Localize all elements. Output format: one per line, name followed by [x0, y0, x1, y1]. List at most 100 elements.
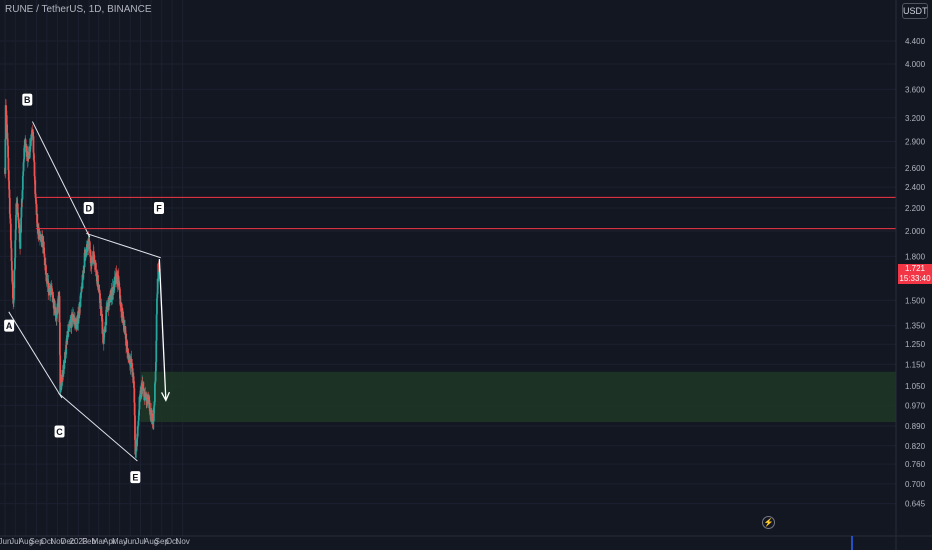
candle[interactable] — [131, 358, 134, 372]
candle[interactable] — [150, 403, 153, 415]
candle[interactable] — [141, 376, 144, 390]
candle[interactable] — [136, 436, 139, 443]
candle-body — [11, 281, 14, 285]
candle[interactable] — [62, 359, 65, 381]
candle[interactable] — [58, 315, 61, 357]
candle[interactable] — [24, 137, 27, 153]
wave-label-c[interactable]: C — [54, 425, 65, 438]
candle[interactable] — [141, 384, 144, 397]
candle[interactable] — [100, 301, 102, 307]
wave-label-d[interactable]: D — [83, 202, 94, 215]
currency-button[interactable]: USDT — [902, 3, 928, 19]
candle-body — [56, 309, 59, 315]
candle[interactable] — [50, 284, 53, 290]
candle-body — [83, 252, 86, 268]
candle[interactable] — [27, 144, 29, 167]
candle[interactable] — [25, 143, 28, 162]
candle[interactable] — [97, 271, 99, 291]
projection-arrow[interactable] — [158, 259, 167, 401]
candle[interactable] — [118, 277, 121, 289]
lightning-icon[interactable]: ⚡ — [762, 516, 775, 529]
candle[interactable] — [129, 353, 132, 376]
candle[interactable] — [52, 291, 55, 316]
candle[interactable] — [155, 314, 158, 347]
candle[interactable] — [17, 206, 19, 219]
candle[interactable] — [28, 154, 31, 159]
candle[interactable] — [21, 187, 24, 203]
candle[interactable] — [82, 265, 85, 280]
candle-body — [44, 264, 47, 266]
candles[interactable] — [4, 98, 161, 459]
candle-body — [27, 152, 29, 161]
candle-body — [11, 270, 14, 282]
candle[interactable] — [133, 385, 136, 406]
candle[interactable] — [14, 228, 17, 248]
candle[interactable] — [54, 307, 57, 322]
candle[interactable] — [82, 271, 85, 279]
wave-label-f[interactable]: F — [154, 202, 165, 215]
candle[interactable] — [99, 289, 101, 306]
candle[interactable] — [73, 317, 75, 327]
candle[interactable] — [43, 255, 46, 271]
candle[interactable] — [63, 362, 66, 374]
candle[interactable] — [85, 240, 88, 255]
x-tick-label: Feb — [82, 537, 96, 546]
wave-label-e[interactable]: E — [130, 471, 141, 484]
candle[interactable] — [133, 378, 135, 389]
candle[interactable] — [124, 319, 126, 327]
candle[interactable] — [32, 136, 35, 153]
candle[interactable] — [98, 284, 101, 295]
candle[interactable] — [18, 219, 21, 236]
candle[interactable] — [138, 395, 141, 412]
trendline[interactable] — [8, 311, 63, 399]
candle[interactable] — [45, 266, 48, 285]
candle[interactable] — [49, 283, 52, 302]
candle[interactable] — [151, 410, 154, 429]
candle[interactable] — [101, 314, 104, 334]
candle[interactable] — [54, 300, 57, 321]
drawing-lines[interactable] — [8, 121, 896, 462]
candle[interactable] — [43, 246, 46, 254]
candle[interactable] — [126, 341, 129, 353]
candle[interactable] — [67, 321, 70, 337]
candle[interactable] — [13, 269, 16, 296]
candle-body — [97, 287, 100, 291]
candle[interactable] — [144, 387, 147, 397]
candle[interactable] — [59, 351, 62, 396]
wave-label-b[interactable]: B — [22, 93, 33, 106]
trendline[interactable] — [58, 392, 138, 462]
trendline[interactable] — [86, 232, 161, 259]
candle-body — [39, 234, 42, 237]
candle[interactable] — [27, 147, 30, 163]
candle-body — [20, 198, 23, 208]
candle[interactable] — [137, 425, 139, 431]
candle[interactable] — [13, 284, 15, 308]
candle[interactable] — [48, 285, 51, 290]
candle[interactable] — [89, 252, 92, 271]
candle[interactable] — [69, 315, 72, 332]
y-tick-label: 1.500 — [905, 296, 926, 305]
wave-label-a[interactable]: A — [4, 319, 15, 332]
candle[interactable] — [16, 196, 19, 217]
candle[interactable] — [61, 370, 63, 389]
trendline[interactable] — [31, 121, 91, 238]
candle-body — [36, 213, 39, 227]
candle-body — [158, 267, 160, 270]
candle[interactable] — [157, 260, 160, 272]
candle[interactable] — [80, 282, 83, 298]
candle[interactable] — [39, 231, 42, 243]
candle[interactable] — [14, 238, 17, 262]
candle-body — [48, 287, 51, 290]
wave-labels[interactable]: A B C D E F — [4, 93, 165, 484]
candle-body — [81, 274, 84, 289]
candle[interactable] — [153, 381, 156, 406]
candle[interactable] — [17, 212, 20, 224]
candle[interactable] — [94, 259, 97, 272]
candle[interactable] — [4, 132, 7, 179]
candle[interactable] — [120, 295, 122, 307]
candle-body — [112, 287, 115, 295]
candle-body — [31, 129, 34, 132]
candle[interactable] — [5, 109, 8, 125]
candle[interactable] — [63, 368, 65, 373]
